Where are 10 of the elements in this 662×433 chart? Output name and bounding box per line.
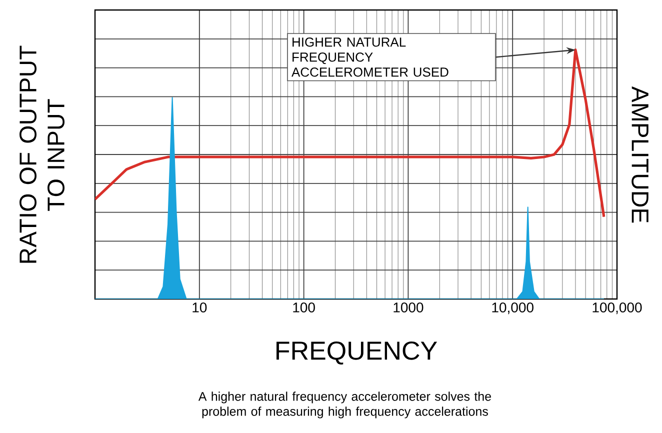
y2-axis-title: AMPLITUDE [632, 86, 648, 223]
x-tick-label: 10 [192, 302, 207, 312]
y-axis-title: RATIO OF OUTPUT TO INPUT [20, 46, 65, 263]
x-axis-title: FREQUENCY [276, 341, 438, 365]
x-tick-label: 100,000 [592, 302, 642, 314]
x-tick-label: 10,000 [492, 302, 534, 314]
annotation: HIGHER NATURAL FREQUENCY ACCELEROMETER USED [292, 38, 448, 77]
x-tick-label: 1000 [394, 302, 424, 312]
text: A higher natural frequency accelerometer solves the problem of measuring high frequency accelerations [198, 392, 491, 418]
x-tick-label: 100 [293, 302, 315, 312]
